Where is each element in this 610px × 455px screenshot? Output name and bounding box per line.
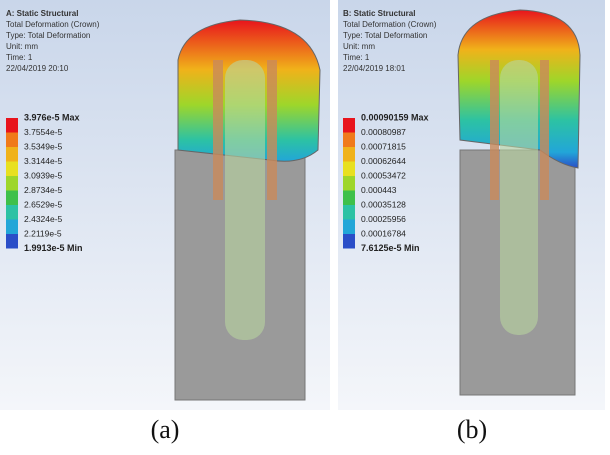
abutment bbox=[213, 60, 223, 200]
header-line: B: Static Structural bbox=[343, 9, 415, 18]
header-line: 22/04/2019 20:10 bbox=[6, 64, 69, 73]
legend-swatch bbox=[6, 234, 18, 249]
legend-label: 0.00035128 bbox=[361, 199, 406, 209]
legend-swatch bbox=[343, 219, 355, 234]
header-line: Type: Total Deformation bbox=[6, 31, 90, 40]
header-line: Time: 1 bbox=[343, 53, 370, 62]
implant bbox=[225, 60, 265, 340]
legend-label: 0.00025956 bbox=[361, 214, 406, 224]
legend-swatch bbox=[343, 190, 355, 205]
legend-label: 0.00090159 Max bbox=[361, 112, 429, 122]
legend-swatch bbox=[343, 234, 355, 249]
abutment bbox=[540, 60, 549, 200]
header-line: 22/04/2019 18:01 bbox=[343, 64, 406, 73]
legend-label: 0.00016784 bbox=[361, 228, 406, 238]
abutment bbox=[490, 60, 499, 200]
legend-label: 2.4324e-5 bbox=[24, 214, 63, 224]
header-line: Total Deformation (Crown) bbox=[343, 20, 437, 29]
legend-label: 0.00062644 bbox=[361, 156, 406, 166]
legend-label: 2.6529e-5 bbox=[24, 199, 63, 209]
legend-swatch bbox=[6, 190, 18, 205]
legend-swatch bbox=[6, 219, 18, 234]
legend-label: 3.3144e-5 bbox=[24, 156, 63, 166]
legend-swatch bbox=[343, 118, 355, 133]
legend-swatch bbox=[343, 132, 355, 147]
legend-label: 0.00080987 bbox=[361, 127, 406, 137]
implant bbox=[500, 60, 538, 335]
legend-label: 2.2119e-5 bbox=[24, 228, 62, 238]
legend-label: 0.00053472 bbox=[361, 170, 406, 180]
legend-label: 0.000443 bbox=[361, 185, 397, 195]
legend-label: 0.00071815 bbox=[361, 141, 406, 151]
header-line: Total Deformation (Crown) bbox=[6, 20, 100, 29]
legend-swatch bbox=[6, 118, 18, 133]
legend-swatch bbox=[343, 147, 355, 162]
header-line: Unit: mm bbox=[343, 42, 375, 51]
legend-swatch bbox=[6, 176, 18, 191]
legend-swatch bbox=[343, 161, 355, 176]
legend-label: 3.7554e-5 bbox=[24, 127, 63, 137]
header-line: Unit: mm bbox=[6, 42, 38, 51]
legend-label: 2.8734e-5 bbox=[24, 185, 63, 195]
caption: (a) bbox=[151, 415, 180, 444]
legend-label: 7.6125e-5 Min bbox=[361, 243, 420, 253]
header-line: Type: Total Deformation bbox=[343, 31, 427, 40]
legend-swatch bbox=[343, 205, 355, 220]
legend-swatch bbox=[343, 176, 355, 191]
legend-swatch bbox=[6, 205, 18, 220]
abutment bbox=[267, 60, 277, 200]
legend-label: 1.9913e-5 Min bbox=[24, 243, 83, 253]
legend-label: 3.0939e-5 bbox=[24, 170, 63, 180]
legend-label: 3.976e-5 Max bbox=[24, 112, 80, 122]
header-line: Time: 1 bbox=[6, 53, 33, 62]
legend-swatch bbox=[6, 161, 18, 176]
legend-swatch bbox=[6, 132, 18, 147]
caption: (b) bbox=[457, 415, 487, 444]
header-line: A: Static Structural bbox=[6, 9, 78, 18]
legend-label: 3.5349e-5 bbox=[24, 141, 63, 151]
legend-swatch bbox=[6, 147, 18, 162]
